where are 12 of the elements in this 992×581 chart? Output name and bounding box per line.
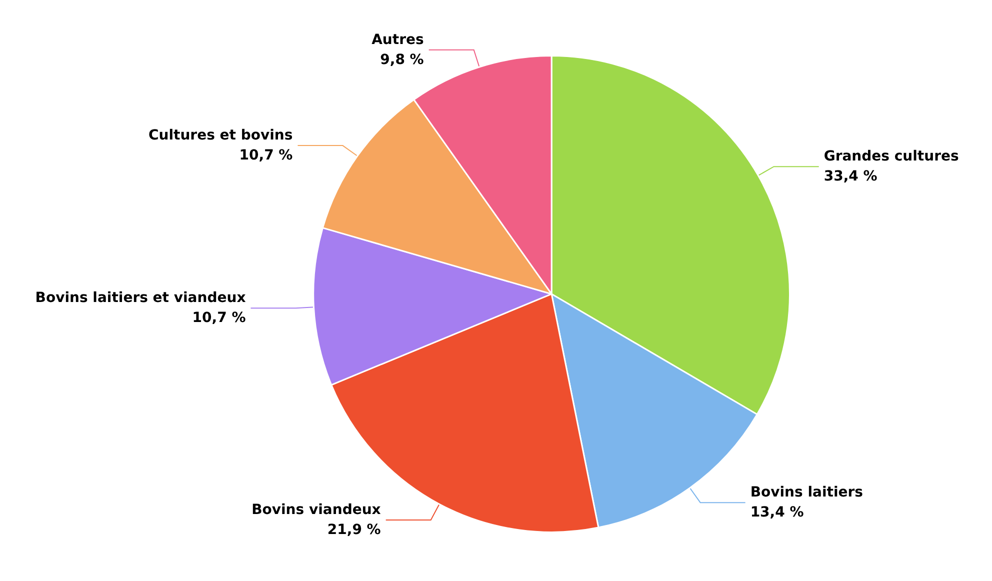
slice-label: Autres (372, 32, 424, 48)
data-label: 21,9 % (327, 522, 381, 538)
slice-label: Cultures et bovins (148, 128, 293, 144)
slice-label: Bovins laitiers (750, 484, 863, 501)
slice-label: Grandes cultures (824, 148, 959, 165)
slice-label: Bovins laitiers et viandeux (35, 290, 246, 306)
slice-label: Bovins viandeux (252, 502, 381, 518)
data-label: 10,7 % (239, 148, 293, 164)
data-label: 13,4 % (750, 504, 804, 521)
data-label: 33,4 % (824, 168, 878, 185)
data-label: 9,8 % (380, 52, 424, 68)
data-label: 10,7 % (192, 310, 246, 326)
